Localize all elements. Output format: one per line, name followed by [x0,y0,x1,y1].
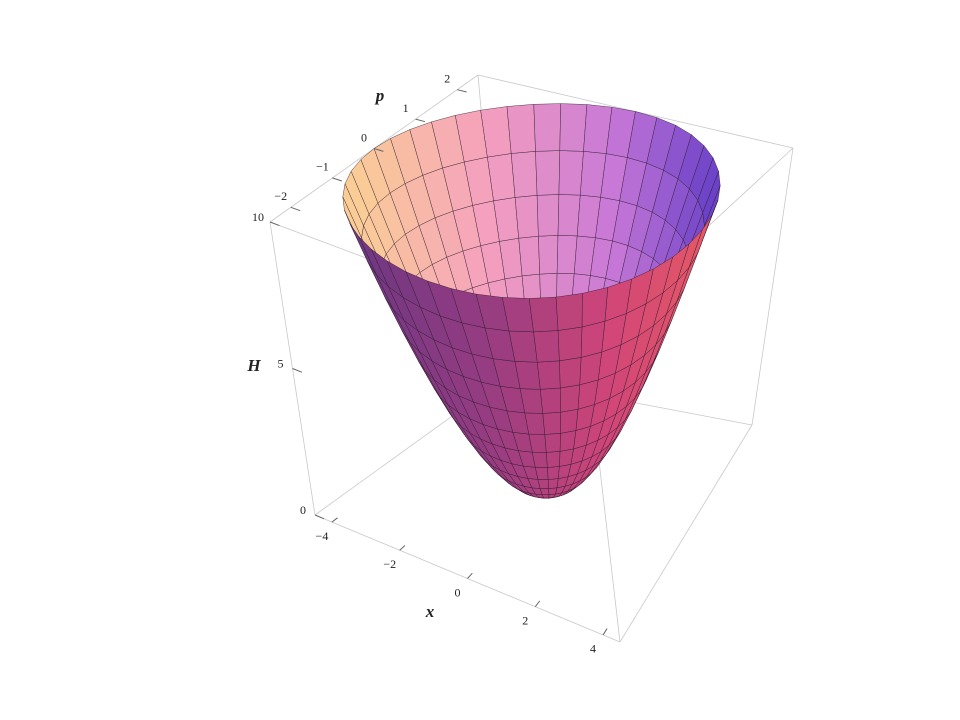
surface-patch [544,433,561,453]
x-axis-label: x [425,602,435,621]
surface-patch [547,466,560,480]
x-tick-label: 2 [522,613,528,627]
x-tick [467,572,473,579]
x-tick-label: −2 [383,557,396,571]
surface-patch [546,451,561,468]
surface-patch [559,357,582,389]
p-axis-label: p [374,86,385,105]
p-tick-label: 1 [403,101,409,115]
p-tick-label: −2 [274,189,287,203]
x-tick-label: 4 [590,642,596,656]
surface-patch [506,104,536,154]
h-tick [292,368,302,373]
p-tick-label: 2 [444,71,450,85]
p-tick [415,118,426,123]
h-tick-label: 0 [300,503,306,517]
box-edge [751,147,794,426]
surface-patch [556,235,578,274]
surface-patch [559,430,577,452]
surface-patch [528,296,559,333]
x-tick [534,600,541,608]
p-tick [332,177,343,182]
x-tick-label: 0 [455,585,461,599]
x-tick [399,545,406,551]
surface [342,103,721,499]
surface-patch [536,194,560,237]
surface-patch [533,330,560,363]
surface-patch [540,387,561,414]
h-axis-label: H [246,356,261,375]
surface-patch [542,411,561,435]
x-tick-label: −4 [316,529,329,543]
x-tick [331,517,338,523]
surface-patch [581,287,609,328]
surface-patch [558,150,584,196]
surface-patch [533,103,561,152]
surface-patch [560,384,580,413]
box-edge [619,424,753,643]
surface-patch [557,194,581,237]
h-tick-label: 5 [278,356,284,370]
h-tick [314,514,325,520]
axes: x p H −4 −2 0 2 4 −2 −1 0 1 2 0 5 10 [246,71,608,656]
surface-patch [535,150,561,196]
surface-patch [537,360,561,390]
surface-patch [555,293,583,331]
surface-patch [510,151,538,198]
p-tick [457,89,467,93]
p-tick-label: −1 [316,160,329,174]
surface-patch [518,235,540,277]
surface-patch [547,478,559,489]
surface-patch [559,103,588,152]
h-tick [269,221,280,227]
p-tick [373,148,384,152]
surface-patch [560,408,579,434]
p-tick-label: 0 [361,130,367,144]
surface-patch [538,235,559,275]
surface-patch [557,326,583,362]
x-tick [602,628,608,636]
p-tick [290,206,301,212]
surface-patch [580,320,606,358]
surface-patch [514,195,539,239]
h-tick-label: 10 [252,210,264,224]
